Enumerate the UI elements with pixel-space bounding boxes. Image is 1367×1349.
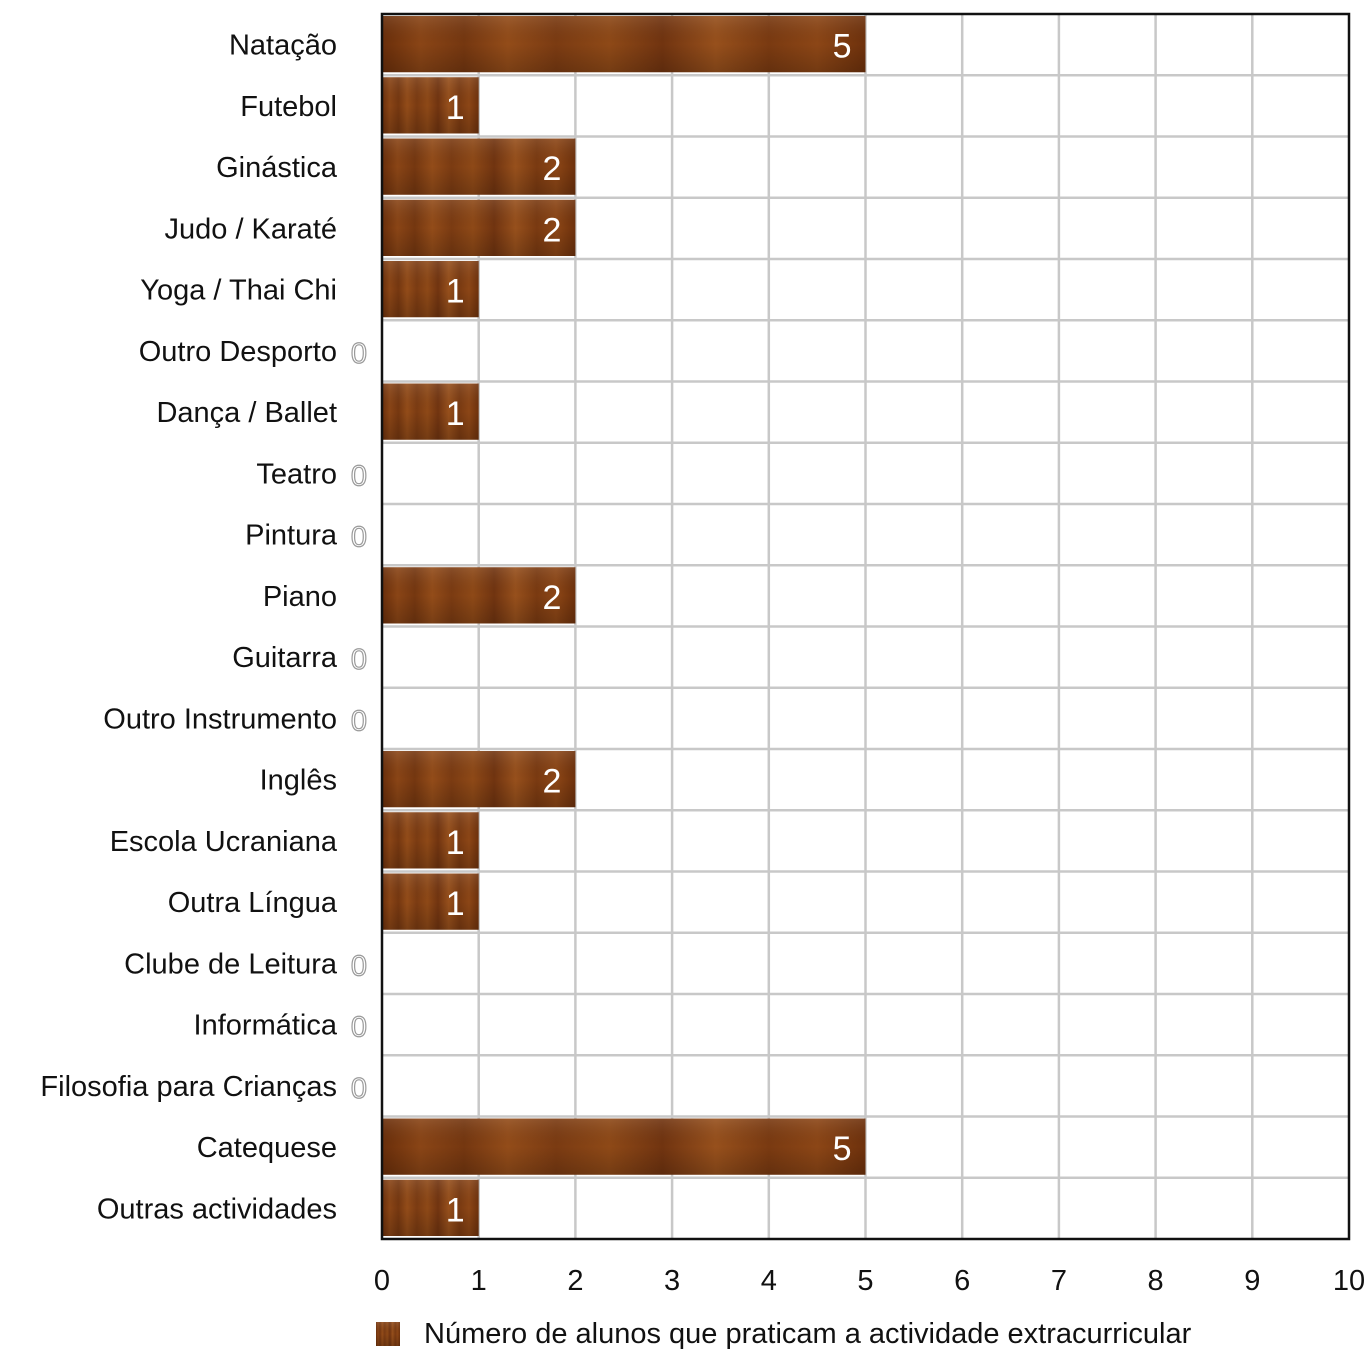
data-label: 2 xyxy=(542,150,561,188)
data-label: 1 xyxy=(446,1191,465,1229)
bar-shade xyxy=(382,16,866,73)
bar-shade xyxy=(382,873,479,930)
bar-shade xyxy=(382,812,479,869)
x-tick-label: 9 xyxy=(1244,1265,1260,1297)
plot-border xyxy=(380,12,1351,1241)
category-label: Piano xyxy=(263,581,337,613)
bar-shade xyxy=(382,199,576,256)
data-label-zero: 0 xyxy=(351,522,367,554)
category-label: Filosofia para Crianças xyxy=(40,1071,337,1103)
x-tick-label: 2 xyxy=(567,1265,583,1297)
grid xyxy=(382,14,1349,1239)
data-label-zero: 0 xyxy=(351,644,367,676)
data-label-zero: 0 xyxy=(351,950,367,982)
bar-shade xyxy=(382,751,576,808)
bar xyxy=(382,1179,479,1236)
data-label: 2 xyxy=(542,211,561,249)
category-label: Pintura xyxy=(245,520,338,552)
data-label-zero: 0 xyxy=(351,705,367,737)
data-label-zero: 0 xyxy=(351,1012,367,1044)
bar-shade xyxy=(382,261,479,318)
category-label: Futebol xyxy=(240,91,337,123)
data-label: 1 xyxy=(446,885,465,923)
category-labels: Natação Futebol Ginástica Judo / Karaté Yoga… xyxy=(40,30,367,1226)
category-label: Informática xyxy=(194,1010,338,1042)
category-label: Inglês xyxy=(260,765,337,797)
plot-frame xyxy=(380,12,1351,1241)
bar xyxy=(382,751,576,808)
bar xyxy=(382,383,479,440)
data-label: 2 xyxy=(542,763,561,801)
bar xyxy=(382,138,576,195)
x-tick-label: 1 xyxy=(471,1265,487,1297)
data-label: 1 xyxy=(446,824,465,862)
category-label: Ginástica xyxy=(216,152,338,184)
bar xyxy=(382,873,479,930)
bar xyxy=(382,77,479,134)
data-label-zero: 0 xyxy=(351,338,367,370)
x-tick-labels: 0 1 2 3 4 5 6 7 8 9 10 xyxy=(374,1265,1365,1297)
category-label: Catequese xyxy=(197,1132,337,1164)
category-label: Dança / Ballet xyxy=(156,397,337,429)
x-tick-label: 8 xyxy=(1148,1265,1164,1297)
x-tick-label: 3 xyxy=(664,1265,680,1297)
bar xyxy=(382,16,866,73)
bar-shade xyxy=(382,567,576,624)
bar-shade xyxy=(382,77,479,134)
bar-shade xyxy=(382,1179,479,1236)
x-tick-label: 4 xyxy=(761,1265,777,1297)
bar-shade xyxy=(382,1118,866,1175)
legend: Número de alunos que praticam a activida… xyxy=(376,1318,1192,1349)
data-label: 1 xyxy=(446,89,465,127)
category-label: Outras actividades xyxy=(97,1193,337,1225)
category-label: Judo / Karaté xyxy=(165,213,338,245)
bar xyxy=(382,261,479,318)
x-tick-label: 5 xyxy=(857,1265,873,1297)
category-label: Outro Instrumento xyxy=(103,703,337,735)
bar xyxy=(382,567,576,624)
category-label: Escola Ucraniana xyxy=(110,826,338,858)
data-label: 1 xyxy=(446,395,465,433)
data-label-zero: 0 xyxy=(351,1073,367,1105)
category-label: Natação xyxy=(229,30,337,62)
x-tick-label: 0 xyxy=(374,1265,390,1297)
data-label: 1 xyxy=(446,273,465,311)
legend-swatch-shade xyxy=(376,1322,400,1346)
data-label-zero: 0 xyxy=(351,460,367,492)
x-tick-label: 6 xyxy=(954,1265,970,1297)
x-tick-label: 7 xyxy=(1051,1265,1067,1297)
data-label: 5 xyxy=(833,28,852,66)
bar-shade xyxy=(382,383,479,440)
data-label: 2 xyxy=(542,579,561,617)
bar-shade xyxy=(382,138,576,195)
category-label: Yoga / Thai Chi xyxy=(140,275,337,307)
bar xyxy=(382,199,576,256)
category-label: Clube de Leitura xyxy=(124,948,338,980)
category-label: Guitarra xyxy=(232,642,338,674)
category-label: Teatro xyxy=(256,458,337,490)
legend-label: Número de alunos que praticam a activida… xyxy=(424,1318,1192,1349)
category-label: Outra Língua xyxy=(168,887,338,919)
category-label: Outro Desporto xyxy=(139,336,337,368)
bar xyxy=(382,1118,866,1175)
bars: 5 1 2 2 1 1 2 2 1 1 5 1 xyxy=(382,16,866,1236)
bar xyxy=(382,812,479,869)
x-tick-label: 10 xyxy=(1333,1265,1365,1297)
legend-swatch xyxy=(376,1322,400,1346)
data-label: 5 xyxy=(833,1130,852,1168)
